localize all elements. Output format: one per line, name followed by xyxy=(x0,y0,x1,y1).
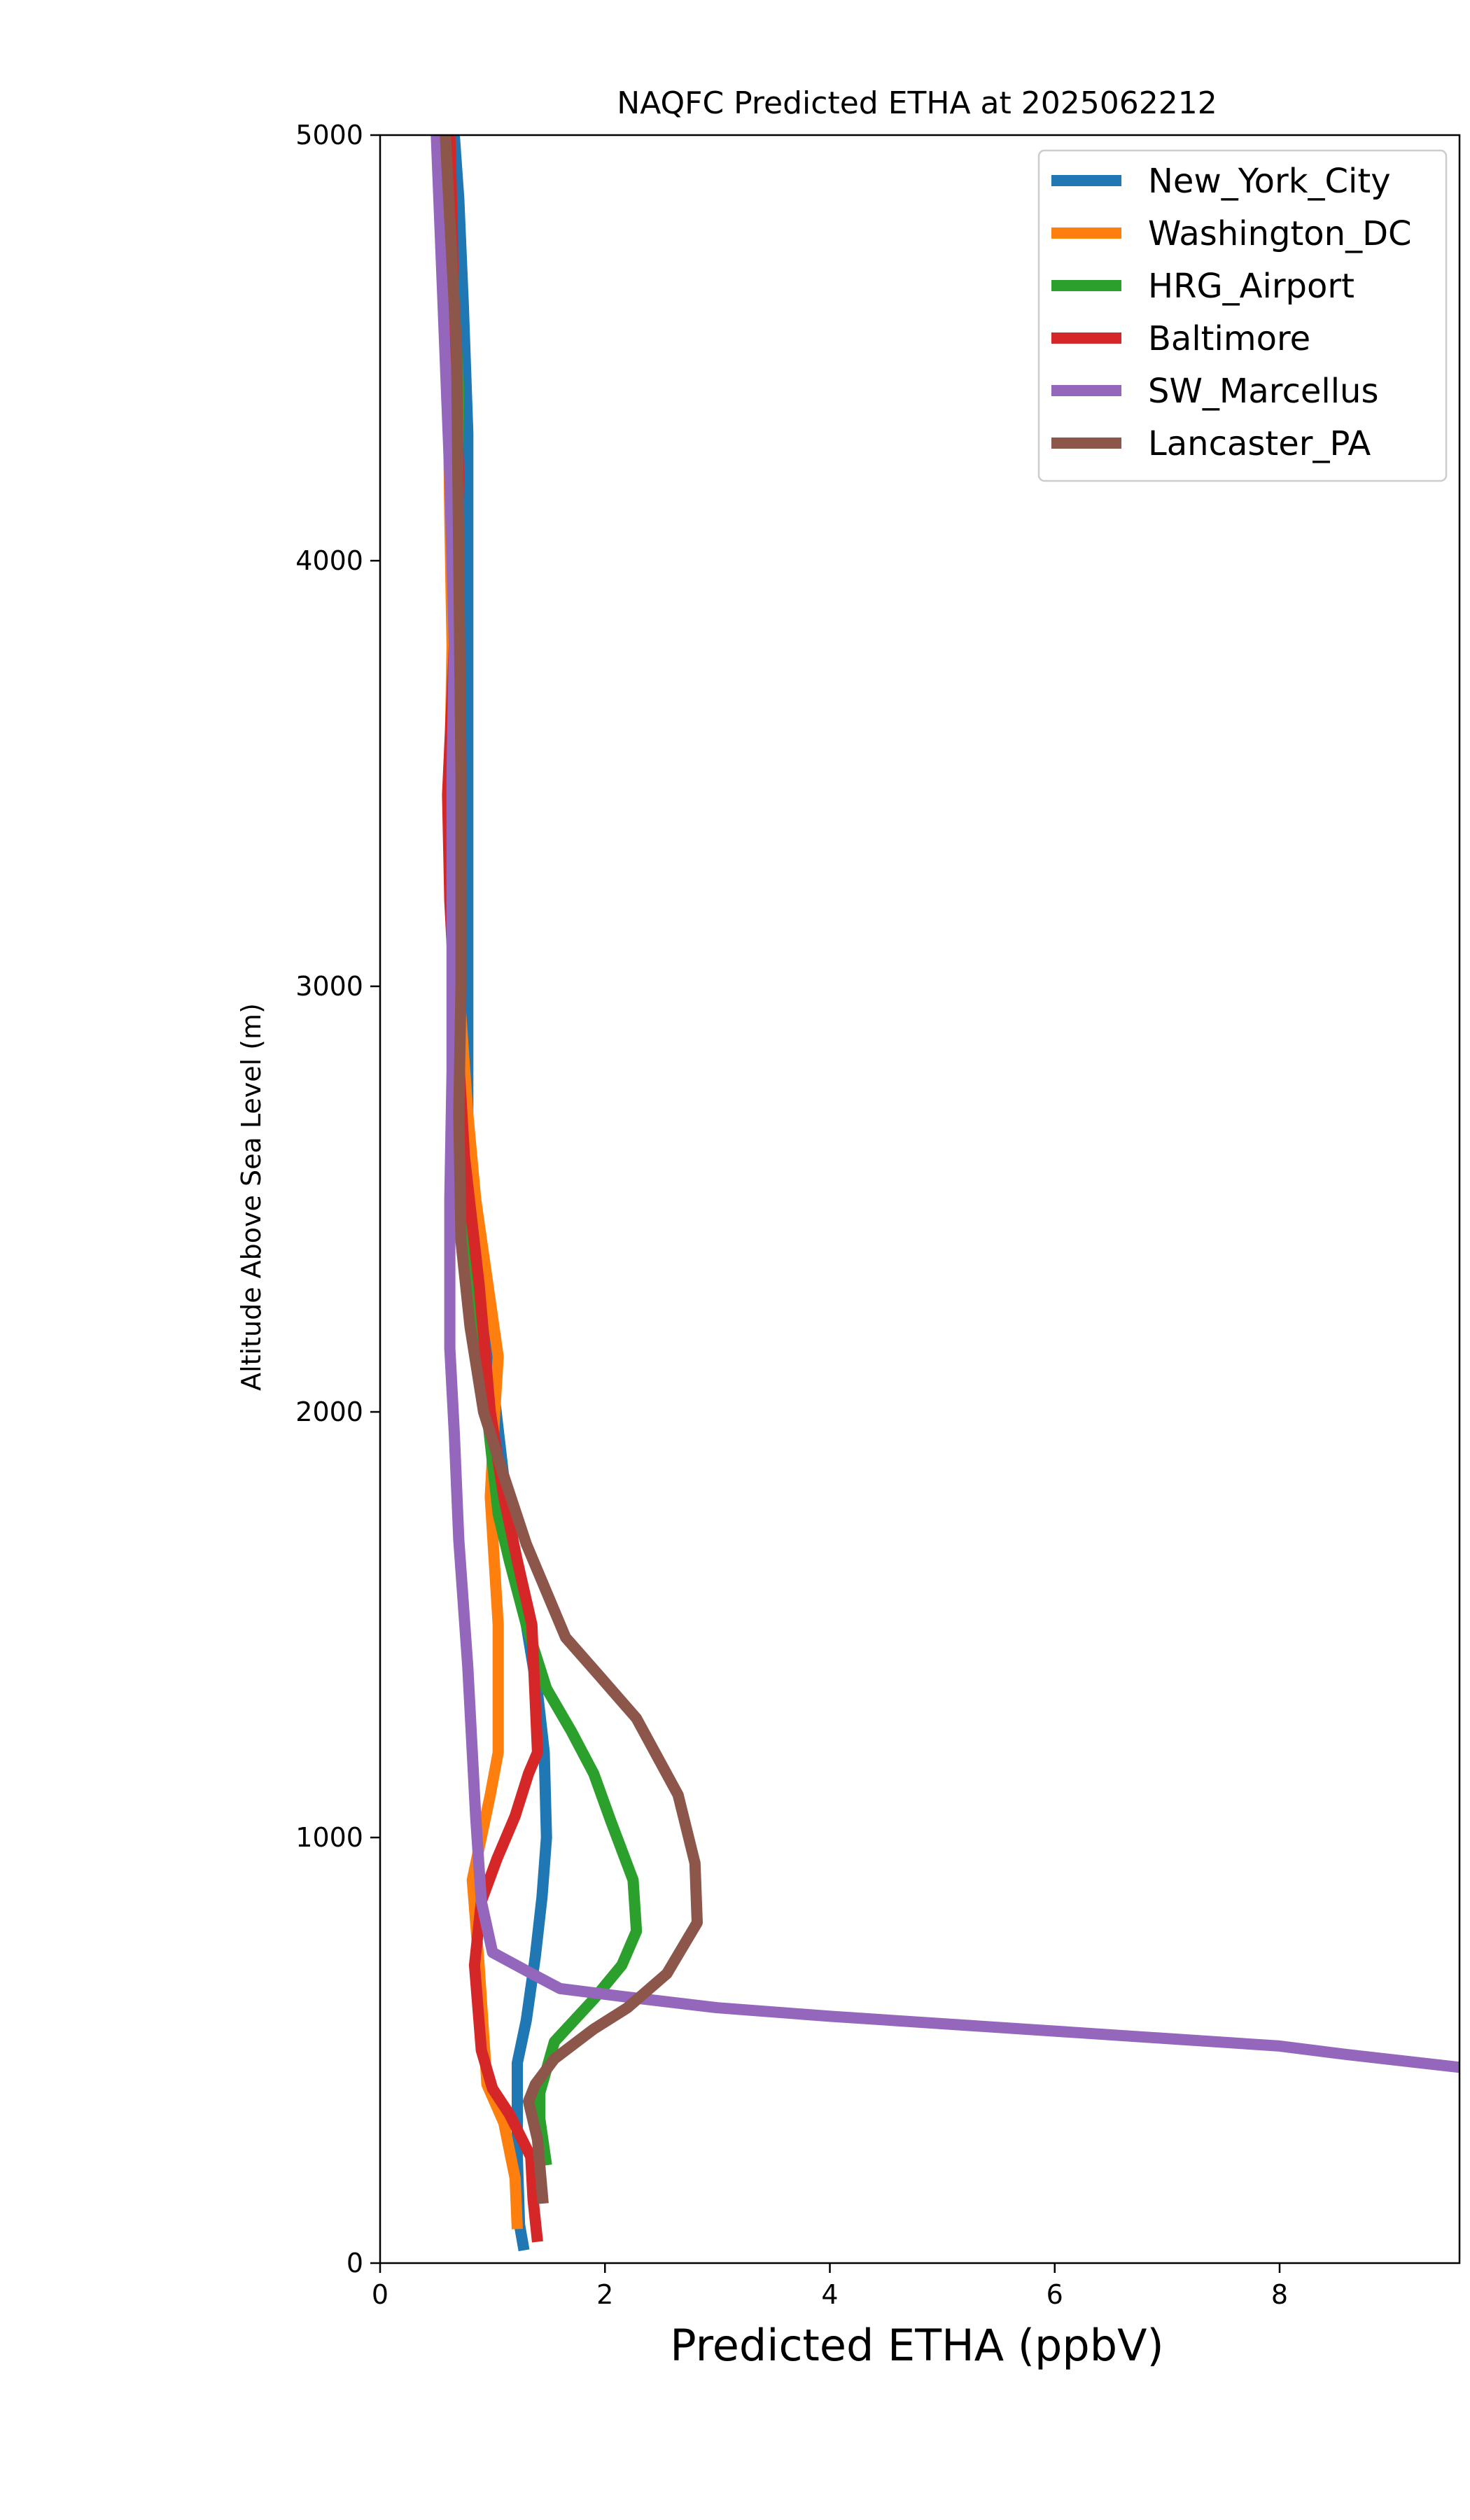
legend-label: Lancaster_PA xyxy=(1148,424,1371,463)
x-tick-label: 2 xyxy=(596,2279,613,2310)
x-axis-label: Predicted ETHA (ppbV) xyxy=(670,2320,1163,2371)
x-tick-label: 6 xyxy=(1046,2279,1063,2310)
x-tick-label: 8 xyxy=(1271,2279,1288,2310)
legend-label: Baltimore xyxy=(1148,319,1310,358)
legend-label: New_York_City xyxy=(1148,162,1391,201)
y-tick-label: 5000 xyxy=(295,120,363,150)
y-tick-label: 0 xyxy=(346,2248,363,2278)
y-tick-label: 3000 xyxy=(295,971,363,1002)
legend-label: SW_Marcellus xyxy=(1148,372,1378,411)
legend: New_York_City Washington_DC HRG_Airport Bal… xyxy=(1037,149,1448,482)
plot-area-frame xyxy=(379,134,1461,2264)
chart-title: NAQFC Predicted ETHA at 2025062212 xyxy=(617,85,1217,121)
x-tick-label: 4 xyxy=(821,2279,838,2310)
y-tick-label: 2000 xyxy=(295,1396,363,1427)
series-layer xyxy=(430,135,1460,2252)
series-line-lancaster-pa xyxy=(440,135,703,2204)
series-line-sw-marcellus xyxy=(430,135,1460,2073)
x-tick-label: 0 xyxy=(372,2279,388,2310)
y-tick-label: 4000 xyxy=(295,545,363,576)
y-axis-label: Altitude Above Sea Level (m) xyxy=(236,1003,267,1391)
ticks-layer: 0 2 4 6 8 0 1000 2000 3000 4000 5000 xyxy=(295,120,1288,2310)
legend-box xyxy=(1037,149,1448,482)
y-tick-label: 1000 xyxy=(295,1822,363,1853)
legend-label: HRG_Airport xyxy=(1148,267,1354,306)
legend-label: Washington_DC xyxy=(1148,214,1412,253)
